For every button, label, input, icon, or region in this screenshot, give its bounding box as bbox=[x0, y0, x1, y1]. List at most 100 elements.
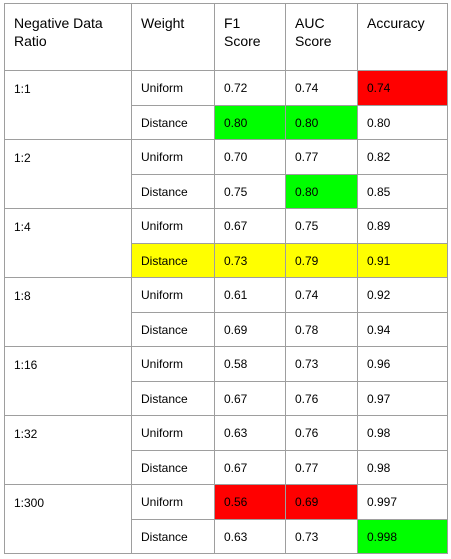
table-row: 1:32 Uniform 0.63 0.76 0.98 bbox=[4, 415, 448, 485]
ratio-cell: 1:1 bbox=[4, 70, 132, 140]
table-row: Distance 0.69 0.78 0.94 bbox=[5, 311, 448, 347]
f1-cell: 0.61 bbox=[214, 277, 286, 313]
ratio-cell: 1:8 bbox=[4, 277, 132, 347]
weight-cell: Uniform bbox=[131, 208, 215, 244]
auc-cell: 0.76 bbox=[285, 415, 358, 451]
accuracy-cell: 0.82 bbox=[357, 139, 448, 175]
f1-value: 0.58 bbox=[224, 357, 248, 371]
accuracy-cell: 0.85 bbox=[357, 173, 448, 209]
header-label: Accuracy bbox=[367, 15, 425, 31]
auc-value: 0.80 bbox=[295, 184, 319, 199]
auc-value: 0.73 bbox=[295, 357, 319, 371]
accuracy-cell: 0.998 bbox=[357, 518, 448, 554]
accuracy-value: 0.92 bbox=[367, 288, 391, 302]
weight-value: Distance bbox=[141, 529, 188, 544]
accuracy-cell: 0.96 bbox=[357, 346, 448, 382]
f1-cell: 0.70 bbox=[214, 139, 286, 175]
accuracy-value: 0.82 bbox=[367, 150, 391, 164]
weight-value: Distance bbox=[141, 322, 188, 337]
f1-cell: 0.63 bbox=[214, 415, 286, 451]
header-label: Negative Data Ratio bbox=[14, 15, 103, 49]
weight-cell: Distance bbox=[131, 380, 215, 416]
ratio-value: 1:2 bbox=[14, 151, 31, 165]
f1-value: 0.80 bbox=[224, 115, 248, 130]
accuracy-value: 0.85 bbox=[367, 184, 391, 199]
table-row: Distance 0.80 0.80 0.80 bbox=[5, 104, 448, 140]
accuracy-cell: 0.80 bbox=[357, 104, 448, 140]
auc-cell: 0.78 bbox=[285, 311, 358, 347]
accuracy-value: 0.98 bbox=[367, 426, 391, 440]
weight-cell: Uniform bbox=[131, 139, 215, 175]
f1-value: 0.67 bbox=[224, 219, 248, 233]
header-row: Negative Data Ratio Weight F1 Score AUC … bbox=[4, 3, 448, 71]
ratio-value: 1:1 bbox=[14, 82, 31, 96]
accuracy-value: 0.80 bbox=[367, 115, 391, 130]
auc-value: 0.74 bbox=[295, 288, 319, 302]
f1-value: 0.70 bbox=[224, 150, 248, 164]
auc-cell: 0.69 bbox=[285, 484, 358, 520]
f1-cell: 0.69 bbox=[214, 311, 286, 347]
f1-cell: 0.75 bbox=[214, 173, 286, 209]
f1-cell: 0.58 bbox=[214, 346, 286, 382]
header-weight: Weight bbox=[131, 3, 215, 71]
f1-value: 0.61 bbox=[224, 288, 248, 302]
accuracy-value: 0.997 bbox=[367, 495, 398, 509]
weight-cell: Distance bbox=[131, 242, 215, 278]
weight-value: Distance bbox=[141, 391, 188, 406]
accuracy-value: 0.97 bbox=[367, 391, 391, 406]
header-label: Weight bbox=[141, 15, 185, 31]
ratio-value: 1:300 bbox=[14, 496, 45, 510]
f1-value: 0.73 bbox=[224, 253, 248, 268]
auc-value: 0.74 bbox=[295, 81, 319, 95]
f1-value: 0.63 bbox=[224, 529, 248, 544]
table-row: 1:300 Uniform 0.56 0.69 0.997 bbox=[4, 484, 448, 554]
f1-value: 0.63 bbox=[224, 426, 248, 440]
f1-value: 0.75 bbox=[224, 184, 248, 199]
accuracy-value: 0.91 bbox=[367, 253, 391, 268]
auc-cell: 0.77 bbox=[285, 449, 358, 485]
weight-cell: Distance bbox=[131, 449, 215, 485]
table-row: Distance 0.63 0.73 0.998 bbox=[5, 518, 448, 554]
accuracy-value: 0.96 bbox=[367, 357, 391, 371]
ratio-cell: 1:32 bbox=[4, 415, 132, 485]
header-f1-score: F1 Score bbox=[214, 3, 286, 71]
ratio-cell: 1:4 bbox=[4, 208, 132, 278]
f1-cell: 0.73 bbox=[214, 242, 286, 278]
weight-value: Uniform bbox=[141, 81, 184, 95]
weight-value: Uniform bbox=[141, 495, 184, 509]
f1-cell: 0.56 bbox=[214, 484, 286, 520]
f1-value: 0.56 bbox=[224, 495, 248, 509]
auc-cell: 0.76 bbox=[285, 380, 358, 416]
auc-cell: 0.80 bbox=[285, 104, 358, 140]
auc-cell: 0.77 bbox=[285, 139, 358, 175]
weight-value: Distance bbox=[141, 253, 188, 268]
auc-cell: 0.79 bbox=[285, 242, 358, 278]
auc-cell: 0.73 bbox=[285, 518, 358, 554]
ratio-value: 1:4 bbox=[14, 220, 31, 234]
table-row: 1:8 Uniform 0.61 0.74 0.92 bbox=[4, 277, 448, 347]
accuracy-value: 0.94 bbox=[367, 322, 391, 337]
weight-cell: Distance bbox=[131, 173, 215, 209]
accuracy-cell: 0.91 bbox=[357, 242, 448, 278]
weight-cell: Uniform bbox=[131, 70, 215, 106]
weight-cell: Uniform bbox=[131, 346, 215, 382]
ratio-cell: 1:16 bbox=[4, 346, 132, 416]
table-row: Distance 0.75 0.80 0.85 bbox=[5, 173, 448, 209]
auc-value: 0.77 bbox=[295, 460, 319, 475]
table-row: Distance 0.67 0.76 0.97 bbox=[5, 380, 448, 416]
accuracy-cell: 0.98 bbox=[357, 449, 448, 485]
f1-cell: 0.67 bbox=[214, 380, 286, 416]
f1-cell: 0.72 bbox=[214, 70, 286, 106]
auc-value: 0.69 bbox=[295, 495, 319, 509]
f1-cell: 0.63 bbox=[214, 518, 286, 554]
weight-value: Distance bbox=[141, 184, 188, 199]
auc-cell: 0.75 bbox=[285, 208, 358, 244]
auc-cell: 0.73 bbox=[285, 346, 358, 382]
weight-value: Uniform bbox=[141, 219, 184, 233]
auc-value: 0.80 bbox=[295, 115, 319, 130]
weight-cell: Distance bbox=[131, 518, 215, 554]
accuracy-cell: 0.92 bbox=[357, 277, 448, 313]
auc-value: 0.78 bbox=[295, 322, 319, 337]
ratio-value: 1:32 bbox=[14, 427, 38, 441]
auc-value: 0.77 bbox=[295, 150, 319, 164]
